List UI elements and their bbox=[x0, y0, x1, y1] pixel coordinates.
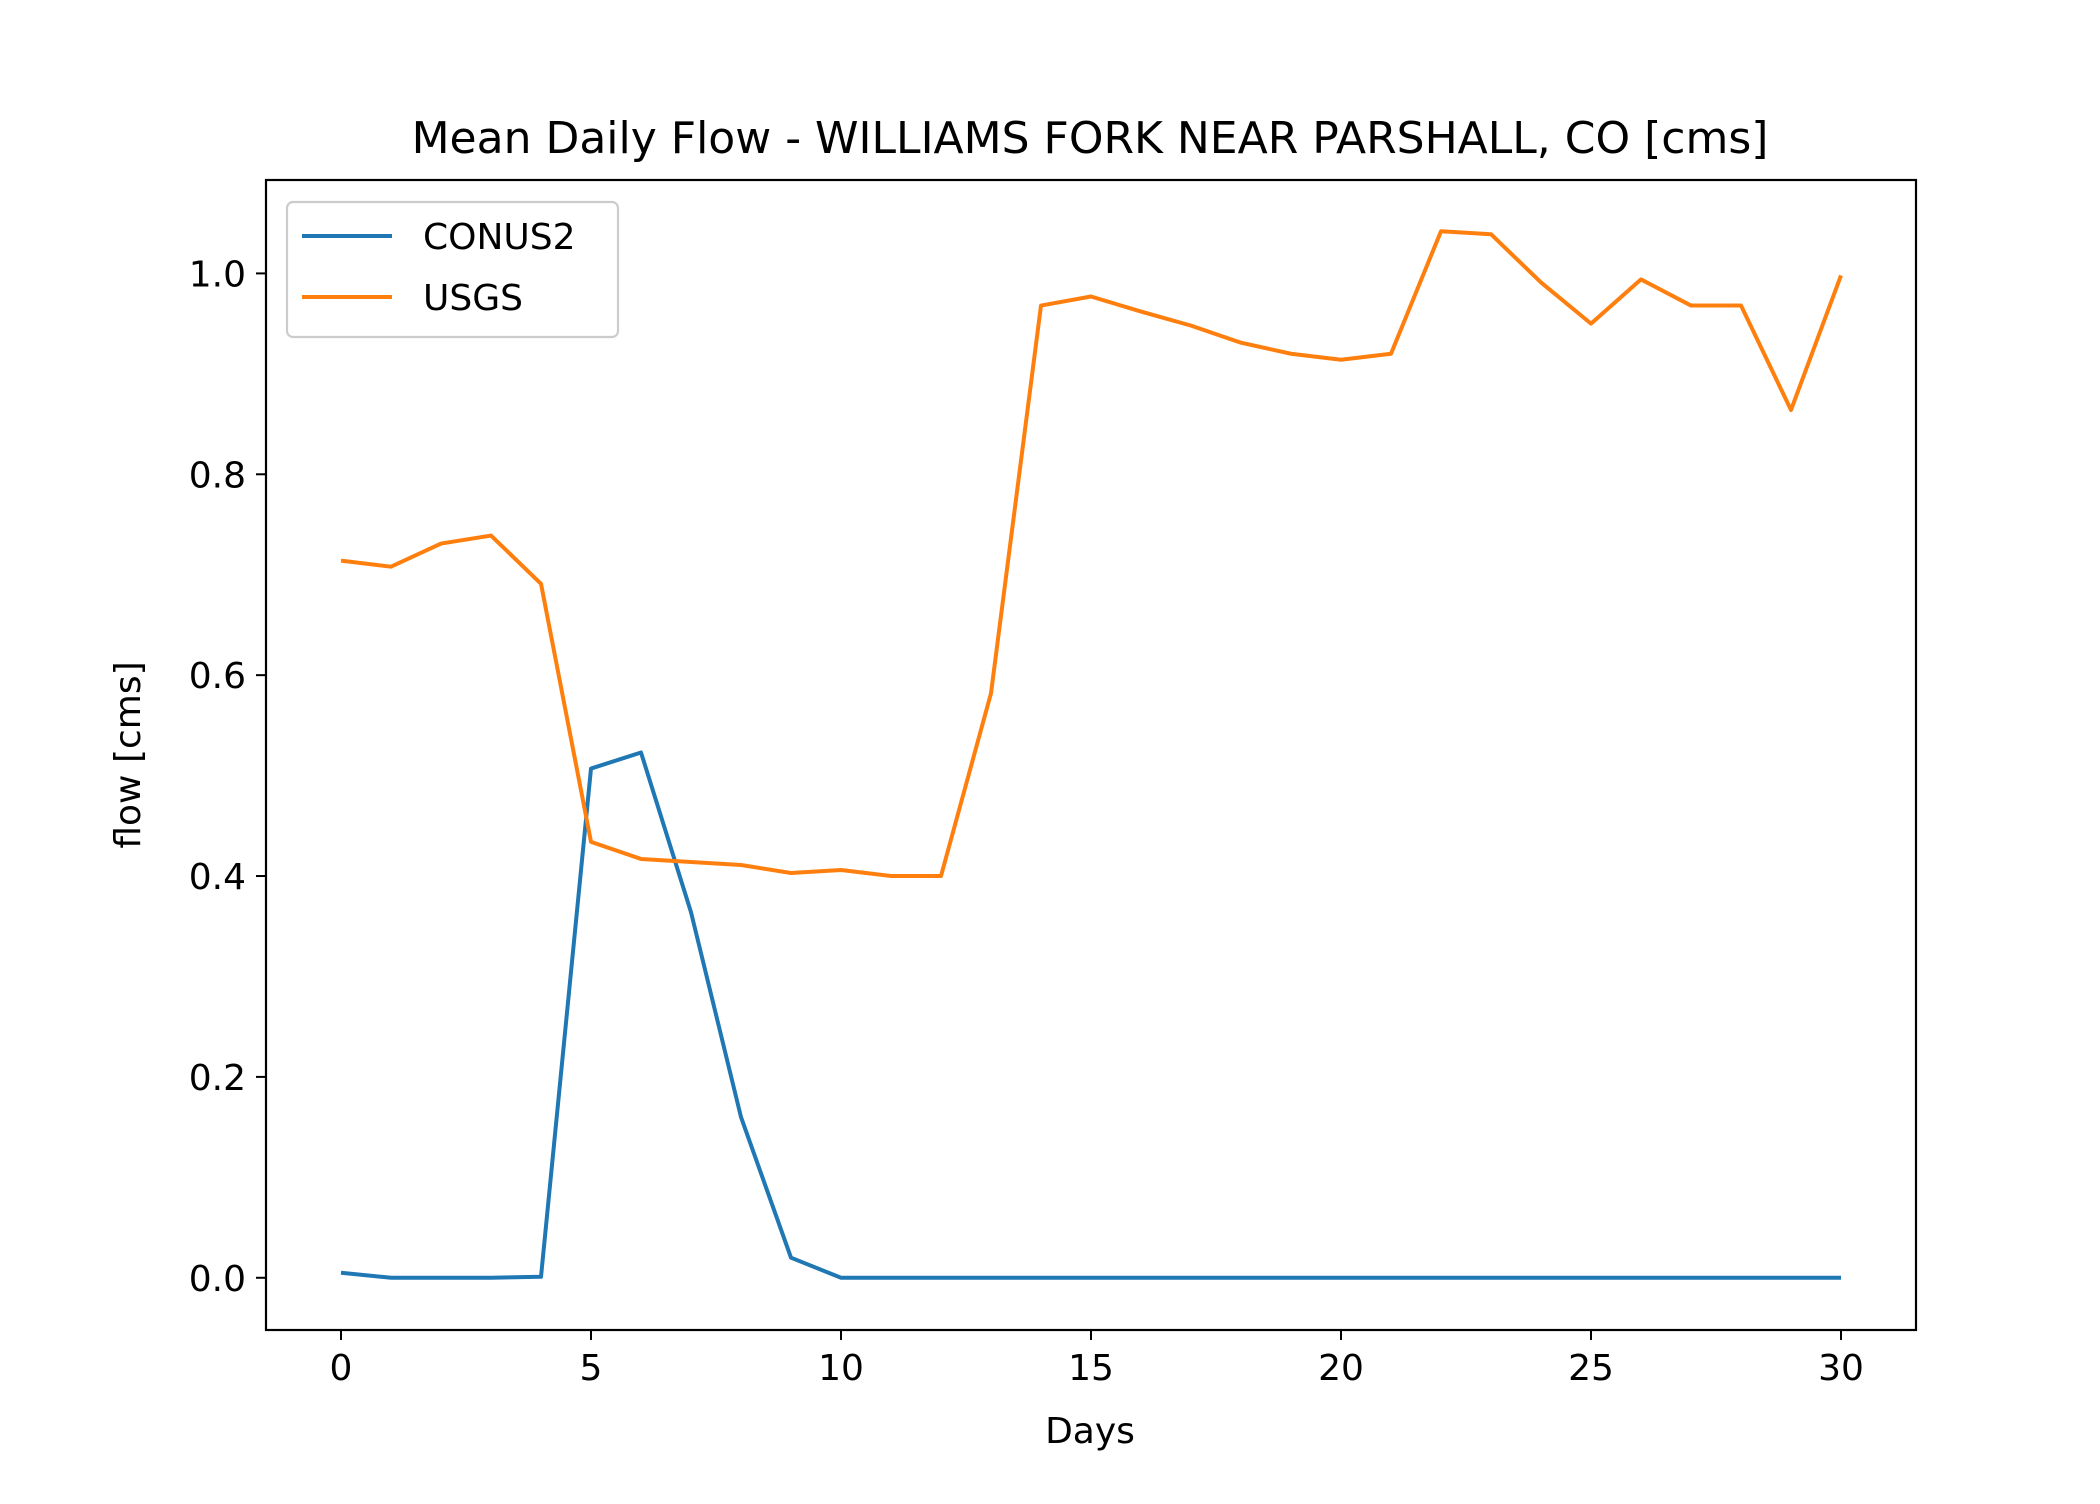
series-line-usgs bbox=[340, 229, 1843, 879]
data-point-usgs-18 bbox=[1239, 341, 1243, 345]
data-point-usgs-2 bbox=[439, 542, 443, 546]
data-point-conus2-19 bbox=[1289, 1276, 1293, 1280]
legend: CONUS2 USGS bbox=[285, 200, 620, 339]
legend-label-conus2: CONUS2 bbox=[423, 217, 576, 258]
series-line-conus2 bbox=[340, 750, 1841, 1280]
data-point-usgs-10 bbox=[839, 868, 843, 872]
data-point-usgs-24 bbox=[1539, 280, 1543, 284]
data-point-conus2-13 bbox=[989, 1276, 993, 1280]
y-tick-label: 0.6 bbox=[189, 656, 246, 697]
data-point-conus2-16 bbox=[1139, 1276, 1143, 1280]
data-point-conus2-0 bbox=[339, 1271, 343, 1275]
data-point-conus2-6 bbox=[639, 750, 643, 754]
series-lines bbox=[339, 229, 1843, 1280]
x-tick-label: 5 bbox=[580, 1348, 603, 1389]
data-point-usgs-27 bbox=[1689, 304, 1693, 308]
data-point-conus2-5 bbox=[589, 767, 593, 771]
data-point-conus2-26 bbox=[1639, 1276, 1643, 1280]
data-point-usgs-29 bbox=[1789, 408, 1793, 412]
x-axis-label: Days bbox=[1045, 1411, 1135, 1452]
data-point-conus2-7 bbox=[689, 910, 693, 914]
data-point-conus2-12 bbox=[939, 1276, 943, 1280]
data-point-conus2-15 bbox=[1089, 1276, 1093, 1280]
data-point-usgs-23 bbox=[1489, 232, 1493, 236]
data-point-conus2-23 bbox=[1489, 1276, 1493, 1280]
data-point-usgs-15 bbox=[1089, 295, 1093, 299]
data-point-usgs-17 bbox=[1189, 324, 1193, 328]
x-tick-label: 25 bbox=[1568, 1348, 1614, 1389]
data-point-conus2-18 bbox=[1239, 1276, 1243, 1280]
data-point-usgs-6 bbox=[639, 857, 643, 861]
y-tick-label: 0.0 bbox=[189, 1259, 246, 1300]
data-point-conus2-2 bbox=[439, 1276, 443, 1280]
data-point-conus2-17 bbox=[1189, 1276, 1193, 1280]
data-point-conus2-22 bbox=[1439, 1276, 1443, 1280]
data-point-conus2-4 bbox=[539, 1275, 543, 1279]
data-point-usgs-19 bbox=[1289, 352, 1293, 356]
data-point-conus2-20 bbox=[1339, 1276, 1343, 1280]
data-point-conus2-27 bbox=[1689, 1276, 1693, 1280]
data-point-usgs-3 bbox=[489, 534, 493, 538]
data-point-conus2-11 bbox=[889, 1276, 893, 1280]
y-tick-label: 0.4 bbox=[189, 857, 246, 898]
data-point-usgs-21 bbox=[1389, 352, 1393, 356]
data-point-usgs-11 bbox=[889, 874, 893, 878]
data-point-conus2-14 bbox=[1039, 1276, 1043, 1280]
x-tick-label: 20 bbox=[1318, 1348, 1364, 1389]
data-point-conus2-25 bbox=[1589, 1276, 1593, 1280]
data-point-usgs-12 bbox=[939, 874, 943, 878]
data-point-conus2-29 bbox=[1789, 1276, 1793, 1280]
data-point-usgs-22 bbox=[1439, 229, 1443, 233]
chart-title: Mean Daily Flow - WILLIAMS FORK NEAR PAR… bbox=[412, 113, 1769, 164]
data-point-usgs-4 bbox=[539, 582, 543, 586]
data-point-conus2-28 bbox=[1739, 1276, 1743, 1280]
data-point-usgs-0 bbox=[339, 559, 343, 563]
data-point-conus2-24 bbox=[1539, 1276, 1543, 1280]
data-point-conus2-9 bbox=[789, 1256, 793, 1260]
data-point-conus2-30 bbox=[1839, 1276, 1843, 1280]
data-point-usgs-28 bbox=[1739, 304, 1743, 308]
data-point-usgs-8 bbox=[739, 863, 743, 867]
x-tick-label: 10 bbox=[818, 1348, 864, 1389]
data-point-usgs-25 bbox=[1589, 322, 1593, 326]
data-point-conus2-1 bbox=[389, 1276, 393, 1280]
data-point-usgs-1 bbox=[389, 565, 393, 569]
y-axis-label: flow [cms] bbox=[108, 661, 149, 848]
data-point-usgs-13 bbox=[989, 691, 993, 695]
data-point-usgs-9 bbox=[789, 871, 793, 875]
data-point-conus2-21 bbox=[1389, 1276, 1393, 1280]
legend-label-usgs: USGS bbox=[423, 278, 523, 319]
data-point-conus2-8 bbox=[739, 1115, 743, 1119]
y-tick-label: 1.0 bbox=[189, 254, 246, 295]
x-tick-label: 0 bbox=[330, 1348, 353, 1389]
data-point-usgs-20 bbox=[1339, 358, 1343, 362]
data-point-usgs-7 bbox=[689, 860, 693, 864]
data-point-usgs-5 bbox=[589, 840, 593, 844]
x-tick-label: 15 bbox=[1068, 1348, 1114, 1389]
y-tick-label: 0.8 bbox=[189, 455, 246, 496]
data-point-conus2-10 bbox=[839, 1276, 843, 1280]
data-point-usgs-26 bbox=[1639, 277, 1643, 281]
axis-ticks: 0 5 10 15 20 25 30 0.0 0.2 0.4 0.6 0.8 1.0 bbox=[189, 254, 1864, 1389]
data-point-usgs-30 bbox=[1839, 273, 1843, 277]
data-point-usgs-16 bbox=[1139, 310, 1143, 314]
y-tick-label: 0.2 bbox=[189, 1058, 246, 1099]
data-point-conus2-3 bbox=[489, 1276, 493, 1280]
data-point-usgs-14 bbox=[1039, 304, 1043, 308]
x-tick-label: 30 bbox=[1818, 1348, 1864, 1389]
